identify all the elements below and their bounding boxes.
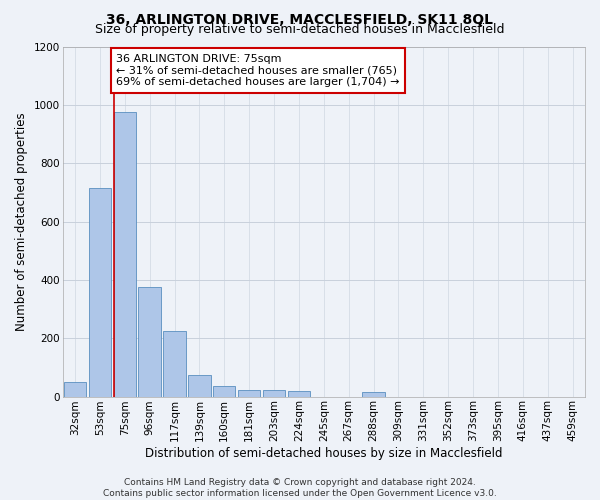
Bar (213, 386, 235, 396)
Bar (163, 331, 186, 396)
Bar (64, 382, 86, 396)
Text: 36 ARLINGTON DRIVE: 75sqm
← 31% of semi-detached houses are smaller (765)
69% of: 36 ARLINGTON DRIVE: 75sqm ← 31% of semi-… (116, 54, 400, 87)
Bar (238, 390, 260, 396)
Bar (263, 390, 285, 396)
Bar (288, 392, 310, 396)
Text: 36, ARLINGTON DRIVE, MACCLESFIELD, SK11 8QL: 36, ARLINGTON DRIVE, MACCLESFIELD, SK11 … (107, 12, 493, 26)
X-axis label: Distribution of semi-detached houses by size in Macclesfield: Distribution of semi-detached houses by … (145, 447, 503, 460)
Y-axis label: Number of semi-detached properties: Number of semi-detached properties (15, 112, 28, 331)
Bar (113, 112, 136, 397)
Bar (89, 188, 111, 396)
Text: Contains HM Land Registry data © Crown copyright and database right 2024.
Contai: Contains HM Land Registry data © Crown c… (103, 478, 497, 498)
Bar (362, 392, 385, 396)
Text: Size of property relative to semi-detached houses in Macclesfield: Size of property relative to semi-detach… (95, 22, 505, 36)
Bar (139, 287, 161, 397)
Bar (188, 374, 211, 396)
